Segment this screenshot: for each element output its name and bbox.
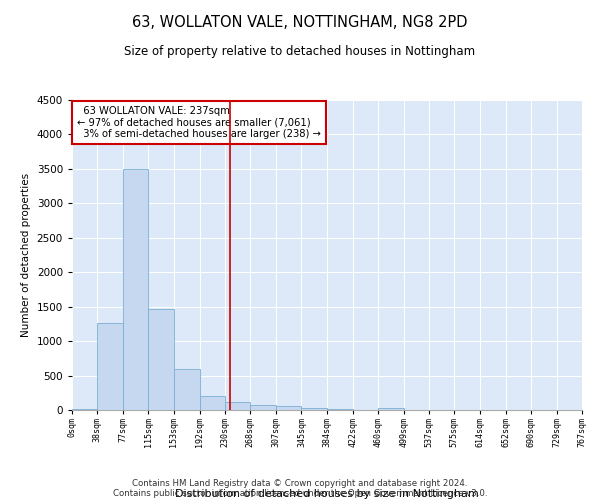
Bar [72,408,97,410]
Bar [123,169,148,410]
Bar [200,396,225,410]
Bar [225,402,250,410]
Bar [97,322,123,410]
Bar [378,408,404,410]
Bar [301,408,328,410]
Y-axis label: Number of detached properties: Number of detached properties [21,173,31,337]
Text: 63, WOLLATON VALE, NOTTINGHAM, NG8 2PD: 63, WOLLATON VALE, NOTTINGHAM, NG8 2PD [132,15,468,30]
Bar [148,308,174,410]
Bar [276,406,301,410]
Text: Contains HM Land Registry data © Crown copyright and database right 2024.: Contains HM Land Registry data © Crown c… [132,478,468,488]
Text: 63 WOLLATON VALE: 237sqm
← 97% of detached houses are smaller (7,061)
  3% of se: 63 WOLLATON VALE: 237sqm ← 97% of detach… [77,106,321,140]
Bar [174,368,200,410]
Bar [250,405,276,410]
Text: Contains public sector information licensed under the Open Government Licence v3: Contains public sector information licen… [113,488,487,498]
X-axis label: Distribution of detached houses by size in Nottingham: Distribution of detached houses by size … [175,488,479,498]
Text: Size of property relative to detached houses in Nottingham: Size of property relative to detached ho… [124,45,476,58]
